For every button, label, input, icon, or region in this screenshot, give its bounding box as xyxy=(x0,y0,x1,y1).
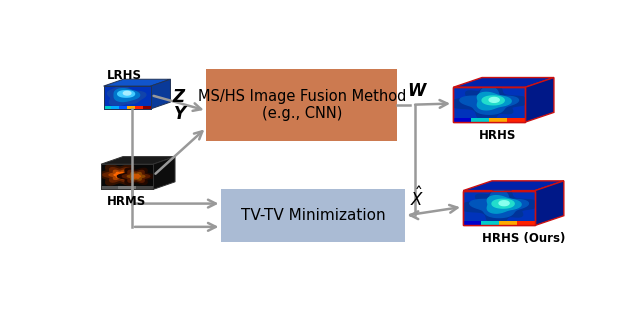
Polygon shape xyxy=(122,170,150,182)
Bar xyxy=(517,221,535,226)
Polygon shape xyxy=(101,157,175,164)
Polygon shape xyxy=(487,196,521,213)
Bar xyxy=(101,164,153,189)
Bar xyxy=(111,106,119,109)
Bar xyxy=(507,118,525,122)
Text: W: W xyxy=(408,82,426,100)
Bar xyxy=(143,106,150,109)
Polygon shape xyxy=(477,92,511,110)
Bar xyxy=(463,221,481,226)
Text: $\hat{X}$: $\hat{X}$ xyxy=(410,187,424,210)
Text: HRHS: HRHS xyxy=(479,129,516,142)
Polygon shape xyxy=(104,79,170,86)
Bar xyxy=(463,191,535,226)
Polygon shape xyxy=(118,168,152,184)
Polygon shape xyxy=(464,191,534,220)
Bar xyxy=(136,186,153,189)
Bar xyxy=(104,86,150,109)
Bar xyxy=(101,186,118,189)
Polygon shape xyxy=(460,88,518,114)
Bar xyxy=(127,106,135,109)
Bar xyxy=(499,221,517,226)
Polygon shape xyxy=(103,168,136,182)
Bar xyxy=(104,106,111,109)
Polygon shape xyxy=(127,173,145,180)
Polygon shape xyxy=(499,201,509,206)
Text: Y: Y xyxy=(174,105,186,123)
Polygon shape xyxy=(525,78,554,122)
Polygon shape xyxy=(492,199,514,208)
Polygon shape xyxy=(463,181,564,191)
Polygon shape xyxy=(114,89,140,101)
Bar xyxy=(453,87,525,122)
Bar xyxy=(135,106,143,109)
Polygon shape xyxy=(102,165,143,185)
Polygon shape xyxy=(109,170,131,179)
Bar xyxy=(118,186,136,189)
Text: TV-TV Minimization: TV-TV Minimization xyxy=(241,208,385,223)
FancyBboxPatch shape xyxy=(221,189,405,241)
Text: Z: Z xyxy=(173,88,185,106)
Polygon shape xyxy=(153,157,175,189)
FancyBboxPatch shape xyxy=(207,69,397,141)
Text: HRMS: HRMS xyxy=(108,195,147,208)
Bar xyxy=(104,86,150,109)
Polygon shape xyxy=(535,181,564,226)
Text: MS/HS Image Fusion Method
(e.g., CNN): MS/HS Image Fusion Method (e.g., CNN) xyxy=(198,89,406,121)
Polygon shape xyxy=(454,88,524,117)
Polygon shape xyxy=(118,91,134,97)
Polygon shape xyxy=(489,97,499,102)
Text: HRHS (Ours): HRHS (Ours) xyxy=(482,232,565,245)
Bar xyxy=(453,87,525,122)
Bar xyxy=(463,191,535,226)
Text: LRHS: LRHS xyxy=(108,69,142,82)
Bar xyxy=(481,221,499,226)
Polygon shape xyxy=(124,91,131,95)
Bar xyxy=(453,118,471,122)
Bar xyxy=(471,118,489,122)
Polygon shape xyxy=(132,174,140,178)
Polygon shape xyxy=(108,87,146,105)
Bar xyxy=(119,106,127,109)
Bar xyxy=(489,118,507,122)
Polygon shape xyxy=(114,173,125,177)
Polygon shape xyxy=(470,191,529,217)
Polygon shape xyxy=(453,78,554,87)
Polygon shape xyxy=(482,96,504,105)
Polygon shape xyxy=(150,79,170,109)
Bar xyxy=(101,164,153,189)
